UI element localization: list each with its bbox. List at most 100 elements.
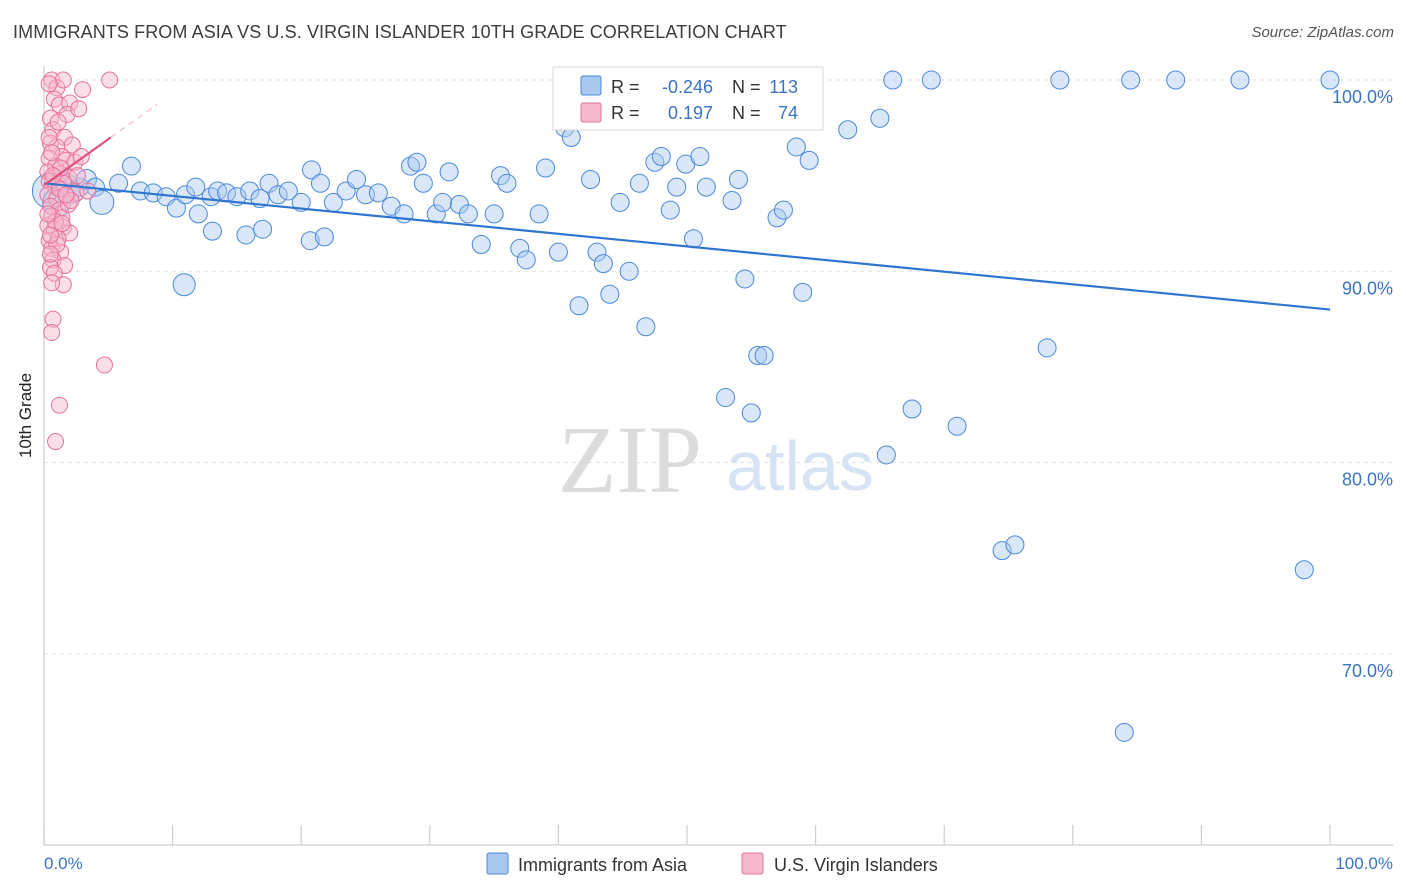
point-asia-55 xyxy=(510,238,530,258)
point-asia-53 xyxy=(491,166,511,186)
point-asia-69 xyxy=(629,173,649,193)
point-virgin-58 xyxy=(49,113,67,131)
point-asia-64 xyxy=(587,242,607,262)
gridlines xyxy=(44,79,1393,655)
watermark: ZIP atlas xyxy=(558,406,874,513)
point-virgin-6 xyxy=(74,81,92,99)
point-asia-15 xyxy=(175,185,195,205)
legend-n-value-1: 113 xyxy=(769,77,798,97)
point-asia-59 xyxy=(548,242,568,262)
point-asia-82 xyxy=(735,269,755,289)
point-asia-74 xyxy=(667,177,687,197)
chart-source: Source: ZipAtlas.com xyxy=(1251,24,1394,41)
point-asia-62 xyxy=(569,296,589,316)
point-virgin-56 xyxy=(47,433,65,451)
point-asia-104 xyxy=(1166,70,1186,90)
point-virgin-7 xyxy=(101,71,119,89)
point-asia-48 xyxy=(439,162,459,182)
point-asia-93 xyxy=(876,445,896,465)
point-asia-101 xyxy=(1050,70,1070,90)
point-asia-16 xyxy=(186,177,206,197)
point-virgin-55 xyxy=(50,396,68,414)
point-asia-56 xyxy=(516,250,536,270)
x-tick-labels: 0.0% 100.0% xyxy=(44,854,1393,873)
point-virgin-59 xyxy=(70,100,88,118)
legend-n-label-1: N = xyxy=(732,77,761,97)
point-asia-96 xyxy=(921,70,941,90)
trend-lines xyxy=(43,103,1331,311)
point-asia-95 xyxy=(902,399,922,419)
point-asia-25 xyxy=(268,185,288,205)
point-asia-14 xyxy=(166,198,186,218)
point-asia-36 xyxy=(172,273,196,297)
point-asia-40 xyxy=(300,231,320,251)
point-asia-89 xyxy=(793,282,813,302)
point-virgin-67 xyxy=(40,128,58,146)
trend-line-asia xyxy=(43,182,1331,311)
point-asia-107 xyxy=(1320,70,1340,90)
point-asia-51 xyxy=(471,235,491,255)
point-asia-85 xyxy=(754,345,774,365)
point-asia-76 xyxy=(683,229,703,249)
point-virgin-32 xyxy=(79,182,97,200)
point-asia-41 xyxy=(314,227,334,247)
point-virgin-54 xyxy=(95,356,113,374)
point-virgin-15 xyxy=(63,136,81,154)
y-tick-label-90: 90.0% xyxy=(1342,278,1393,298)
x-axis-ticks xyxy=(43,825,1331,845)
point-asia-83 xyxy=(741,403,761,423)
stats-legend: R = -0.246 N = 113 R = 0.197 N = 74 xyxy=(552,66,824,131)
point-virgin-49 xyxy=(45,264,63,282)
point-virgin-24 xyxy=(68,167,86,185)
point-asia-63 xyxy=(581,169,601,189)
point-asia-84 xyxy=(748,345,768,365)
y-tick-label-100: 100.0% xyxy=(1332,87,1393,107)
series-legend-swatch-blue xyxy=(486,852,509,875)
point-asia-26 xyxy=(278,181,298,201)
legend-r-label-2: R = xyxy=(611,103,640,123)
point-virgin-52 xyxy=(44,310,62,328)
legend-n-value-2: 74 xyxy=(778,103,798,123)
point-asia-8 xyxy=(89,189,115,215)
point-virgin-68 xyxy=(57,186,75,204)
legend-r-label-1: R = xyxy=(611,77,640,97)
point-asia-91 xyxy=(838,120,858,140)
point-asia-92 xyxy=(870,108,890,128)
point-asia-70 xyxy=(636,317,656,337)
point-asia-97 xyxy=(947,416,967,436)
point-asia-17 xyxy=(188,204,208,224)
point-virgin-2 xyxy=(54,71,72,89)
point-asia-22 xyxy=(240,181,260,201)
point-asia-34 xyxy=(368,183,388,203)
point-asia-73 xyxy=(660,200,680,220)
legend-r-value-1: -0.246 xyxy=(662,77,713,97)
series-legend-label-virgin-islanders: U.S. Virgin Islanders xyxy=(774,855,938,875)
point-asia-79 xyxy=(716,388,736,408)
point-asia-57 xyxy=(529,204,549,224)
point-virgin-60 xyxy=(43,144,61,162)
point-asia-52 xyxy=(484,204,504,224)
point-asia-10 xyxy=(121,156,141,176)
point-virgin-70 xyxy=(39,205,57,223)
point-asia-81 xyxy=(728,169,748,189)
point-asia-45 xyxy=(413,173,433,193)
point-virgin-51 xyxy=(43,274,61,292)
point-virgin-73 xyxy=(41,226,59,244)
point-asia-27 xyxy=(291,192,311,212)
point-asia-54 xyxy=(497,173,517,193)
point-asia-90 xyxy=(799,150,819,170)
series-legend-label-asia: Immigrants from Asia xyxy=(518,855,688,875)
legend-swatch-blue xyxy=(580,75,602,96)
point-virgin-64 xyxy=(48,236,66,254)
point-asia-58 xyxy=(536,158,556,178)
point-asia-106 xyxy=(1294,560,1314,580)
point-asia-105 xyxy=(1230,70,1250,90)
y-tick-label-70: 70.0% xyxy=(1342,661,1393,681)
x-tick-label-0: 0.0% xyxy=(44,854,83,873)
point-virgin-65 xyxy=(41,245,59,263)
point-asia-9 xyxy=(109,173,129,193)
point-asia-80 xyxy=(722,191,742,211)
point-asia-102 xyxy=(1114,722,1134,742)
point-asia-28 xyxy=(301,160,321,180)
